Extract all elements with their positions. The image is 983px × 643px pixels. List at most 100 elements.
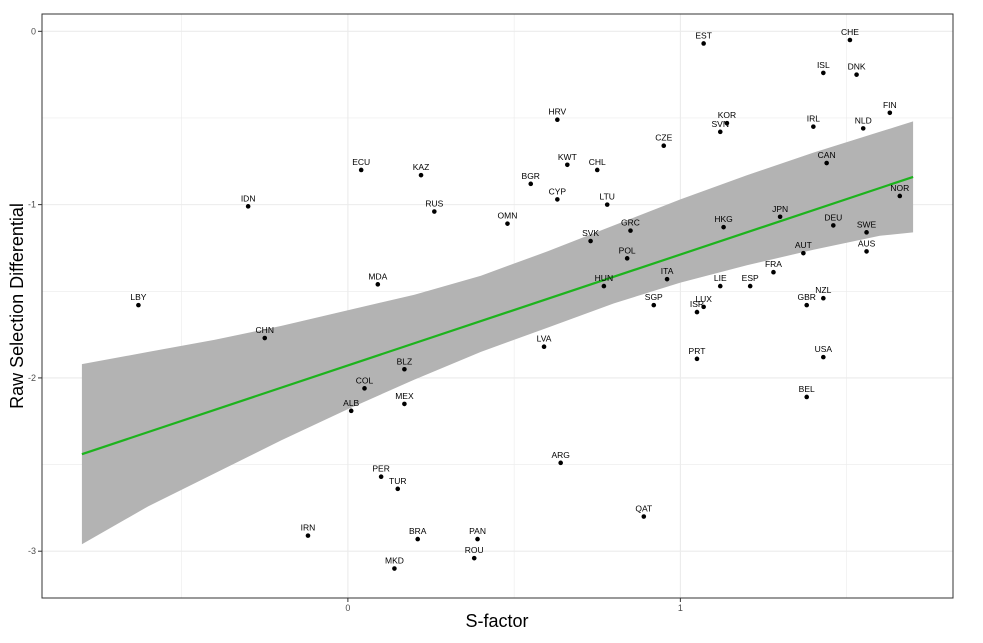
point-label: LUX (695, 294, 712, 304)
fit-line (81, 175, 914, 456)
data-point (471, 555, 477, 561)
data-point (701, 304, 706, 310)
data-point (362, 386, 367, 391)
point-label: LVA (537, 334, 552, 344)
data-point (771, 269, 776, 275)
data-point (804, 302, 810, 308)
data-point (860, 126, 866, 131)
data-point (395, 486, 401, 492)
point-label: GRC (621, 218, 640, 228)
data-point (628, 228, 633, 233)
data-point (717, 129, 723, 135)
data-point (402, 366, 407, 372)
point-label: MKD (385, 556, 404, 566)
confidence-band-layer (81, 121, 914, 545)
data-point (831, 223, 836, 228)
data-point (864, 230, 869, 235)
data-point (588, 238, 593, 244)
point-label: AUT (795, 240, 812, 250)
point-label: OMN (498, 211, 518, 221)
data-point (694, 309, 700, 315)
point-label: BLZ (397, 356, 413, 366)
data-point (604, 202, 610, 207)
point-label: LTU (600, 192, 615, 202)
point-label: ARG (551, 450, 569, 460)
data-point (701, 41, 706, 46)
point-label: HRV (548, 107, 566, 117)
y-tick-label: -1 (28, 200, 36, 210)
point-label: DNK (848, 62, 866, 72)
data-point (565, 162, 570, 168)
data-point (747, 283, 753, 289)
point-label: TUR (389, 476, 406, 486)
point-label: KAZ (413, 162, 430, 172)
data-point (821, 70, 826, 76)
point-label: KOR (718, 110, 736, 120)
point-label: SVK (582, 228, 599, 238)
point-label: LBY (130, 292, 146, 302)
point-label: LIE (714, 273, 727, 283)
fit-line-layer (81, 175, 914, 456)
y-axis-ticks: 0 -1 -2 -3 (28, 26, 42, 556)
point-label: FRA (765, 259, 782, 269)
data-point (651, 302, 657, 308)
points-layer (136, 37, 903, 571)
data-point (415, 536, 421, 542)
data-point (641, 514, 647, 519)
data-point (661, 143, 667, 149)
point-label: ALB (343, 398, 359, 408)
data-point (854, 72, 859, 77)
data-point (555, 197, 560, 202)
data-point (821, 354, 826, 360)
point-label: NZL (815, 285, 831, 295)
point-label: CYP (549, 186, 567, 196)
point-label: COL (356, 375, 374, 385)
point-label: NOR (890, 183, 909, 193)
point-label: HUN (595, 273, 613, 283)
data-point (821, 295, 826, 301)
data-point (541, 344, 547, 350)
data-point (824, 160, 829, 166)
data-point (262, 335, 268, 341)
point-label: PRT (689, 346, 706, 356)
x-axis-title: S-factor (465, 611, 528, 631)
point-label: MDA (368, 271, 387, 281)
point-label: ECU (352, 157, 370, 167)
point-label: ROU (465, 545, 484, 555)
point-label: CZE (655, 133, 672, 143)
point-label: JPN (772, 204, 788, 214)
point-label: CHE (841, 27, 859, 37)
data-point (358, 167, 364, 173)
data-point (897, 193, 903, 199)
data-point (505, 221, 510, 226)
data-point (804, 394, 810, 400)
data-point (136, 302, 141, 308)
data-point (375, 282, 381, 287)
data-point (402, 401, 407, 407)
data-point (432, 209, 437, 214)
data-point (392, 566, 397, 571)
point-label: BEL (799, 384, 815, 394)
point-label: EST (695, 30, 712, 40)
data-point (528, 181, 534, 187)
data-point (475, 536, 480, 542)
point-label: QAT (635, 504, 652, 514)
data-point (887, 110, 893, 116)
data-point (847, 37, 853, 43)
data-point (721, 224, 726, 230)
point-label: FIN (883, 100, 897, 110)
data-point (305, 533, 311, 538)
point-label: POL (619, 245, 636, 255)
point-label: IRL (807, 114, 821, 124)
point-label: CHN (256, 325, 274, 335)
data-point (717, 283, 723, 289)
y-tick-label: 0 (31, 26, 36, 36)
data-point (801, 250, 806, 256)
data-point (624, 256, 630, 261)
point-label: USA (815, 344, 833, 354)
point-label: BGR (522, 171, 540, 181)
point-label: MEX (395, 391, 414, 401)
y-tick-label: -2 (28, 373, 36, 383)
